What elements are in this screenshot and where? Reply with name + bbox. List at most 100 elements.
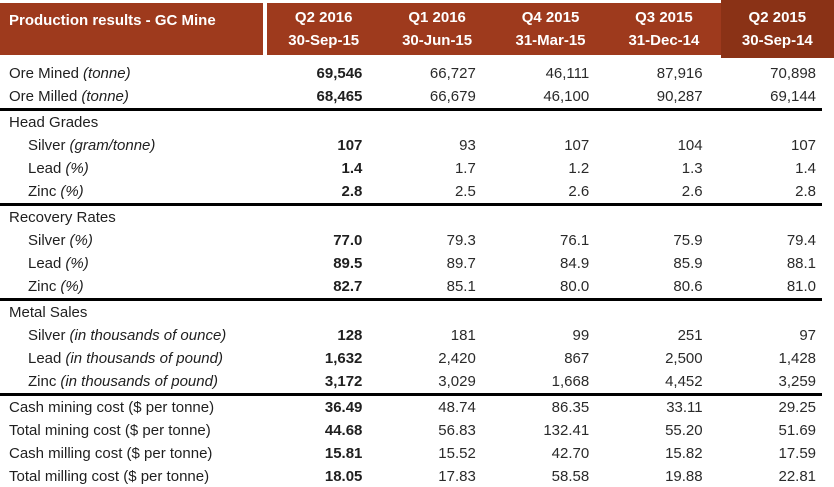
cell-value: 66,727: [429, 65, 476, 82]
row-label-text: Ore Milled: [9, 88, 78, 105]
cell-value: 90,287: [656, 88, 703, 105]
cell-value: 33.11: [666, 399, 703, 416]
cell-value: 70,898: [770, 65, 817, 82]
row-label-text: Zinc: [28, 373, 57, 390]
quarter-end-date: 30-Sep-15: [288, 32, 360, 49]
header-separator: [263, 0, 267, 58]
cell-value: 42.70: [551, 445, 590, 462]
row-unit: (%): [60, 278, 84, 295]
section-divider: [0, 108, 822, 111]
cell-value: 1,428: [778, 350, 817, 367]
cell-value: 1.7: [454, 160, 476, 177]
quarter-label: Q3 2015: [635, 9, 693, 26]
cell-value: 88.1: [786, 255, 817, 272]
table-row: Lead (in thousands of pound) 1,632 2,420 867…: [0, 347, 834, 370]
cell-value: 18.05: [324, 468, 363, 485]
cell-value: 84.9: [560, 255, 590, 272]
row-unit: (tonne): [83, 65, 131, 82]
cell-value: 99: [572, 327, 590, 344]
row-label: Ore Milled (tonne): [0, 85, 267, 108]
cell-value: 2,420: [438, 350, 476, 367]
row-unit: (%): [60, 183, 84, 200]
cell-value: 75.9: [673, 232, 703, 249]
table-header: Production results - GC Mine Q2 2016 30-…: [0, 0, 834, 58]
cell-value: 2.6: [568, 183, 590, 200]
row-label-text: Recovery Rates: [9, 209, 116, 226]
cell-value: 1.3: [681, 160, 703, 177]
section-title: Metal Sales: [0, 301, 267, 324]
row-label-text: Silver: [28, 327, 66, 344]
table-row: Silver (gram/tonne) 107 93 107 104 107: [0, 134, 834, 157]
cell-value: 107: [564, 137, 590, 154]
row-label: Lead (%): [0, 252, 267, 275]
section-title: Recovery Rates: [0, 206, 267, 229]
quarter-label: Q2 2016: [294, 9, 353, 26]
row-unit: (in thousands of ounce): [69, 327, 227, 344]
cell-value: 15.52: [438, 445, 476, 462]
cell-value: 1.4: [341, 160, 363, 177]
cell-value: 1,632: [324, 350, 363, 367]
cell-value: 82.7: [333, 278, 363, 295]
cell-value: 1,668: [551, 373, 590, 390]
quarter-end-date: 31-Mar-15: [515, 32, 586, 49]
cell-value: 36.49: [324, 399, 363, 416]
table-title: Production results - GC Mine: [0, 3, 263, 55]
cell-value: 48.74: [438, 399, 476, 416]
cell-value: 79.4: [786, 232, 817, 249]
row-label: Lead (in thousands of pound): [0, 347, 267, 370]
cell-value: 69,546: [316, 65, 363, 82]
cell-value: 68,465: [316, 88, 363, 105]
cell-value: 55.20: [665, 422, 703, 439]
row-unit: (in thousands of pound): [65, 350, 223, 367]
cell-value: [267, 301, 380, 324]
table-row: Zinc (%) 82.7 85.1 80.0 80.6 81.0: [0, 275, 834, 298]
row-label: Silver (gram/tonne): [0, 134, 267, 157]
row-label-text: Silver: [28, 137, 66, 154]
cell-value: 89.5: [333, 255, 363, 272]
cell-value: 17.59: [778, 445, 817, 462]
row-label-text: Ore Mined: [9, 65, 80, 82]
cell-value: 85.1: [446, 278, 476, 295]
table-row: Total milling cost ($ per tonne) 18.05 17.…: [0, 465, 834, 487]
cell-value: 29.25: [778, 399, 817, 416]
cell-value: 76.1: [560, 232, 590, 249]
quarter-end-date: 31-Dec-14: [628, 32, 700, 49]
row-label: Cash milling cost ($ per tonne): [0, 442, 267, 465]
table-row: Zinc (%) 2.8 2.5 2.6 2.6 2.8: [0, 180, 834, 203]
table-row: Cash milling cost ($ per tonne) 15.81 15.5…: [0, 442, 834, 465]
cell-value: 46,100: [543, 88, 590, 105]
cell-value: [607, 111, 720, 134]
cell-value: [607, 301, 720, 324]
cell-value: 2.6: [681, 183, 703, 200]
cell-value: 2,500: [665, 350, 703, 367]
row-label: Cash mining cost ($ per tonne): [0, 396, 267, 419]
column-header-q1-2016: Q1 2016 30-Jun-15: [380, 3, 494, 55]
table-row: Silver (%) 77.0 79.3 76.1 75.9 79.4: [0, 229, 834, 252]
cell-value: 1.2: [568, 160, 590, 177]
row-label-text: Total milling cost ($ per tonne): [9, 468, 210, 485]
row-label: Silver (in thousands of ounce): [0, 324, 267, 347]
row-label-text: Cash mining cost ($ per tonne): [9, 399, 215, 416]
row-label-text: Cash milling cost ($ per tonne): [9, 445, 213, 462]
cell-value: [607, 206, 720, 229]
cell-value: 251: [677, 327, 703, 344]
cell-value: 66,679: [429, 88, 476, 105]
cell-value: [721, 206, 834, 229]
cell-value: 80.0: [560, 278, 590, 295]
cell-value: 56.83: [438, 422, 476, 439]
row-label-text: Lead: [28, 255, 62, 272]
row-label-text: Lead: [28, 160, 62, 177]
cell-value: 93: [459, 137, 476, 154]
cell-value: [267, 206, 380, 229]
row-label-text: Zinc: [28, 183, 57, 200]
cell-value: 89.7: [446, 255, 476, 272]
cell-value: 867: [564, 350, 590, 367]
cell-value: [380, 111, 493, 134]
table-row: Ore Mined (tonne) 69,546 66,727 46,111 87,916…: [0, 62, 834, 85]
cell-value: 1.4: [795, 160, 817, 177]
cell-value: 132.41: [543, 422, 590, 439]
column-header-q2-2016: Q2 2016 30-Sep-15: [267, 3, 381, 55]
row-unit: (%): [69, 232, 93, 249]
cell-value: 87,916: [656, 65, 703, 82]
